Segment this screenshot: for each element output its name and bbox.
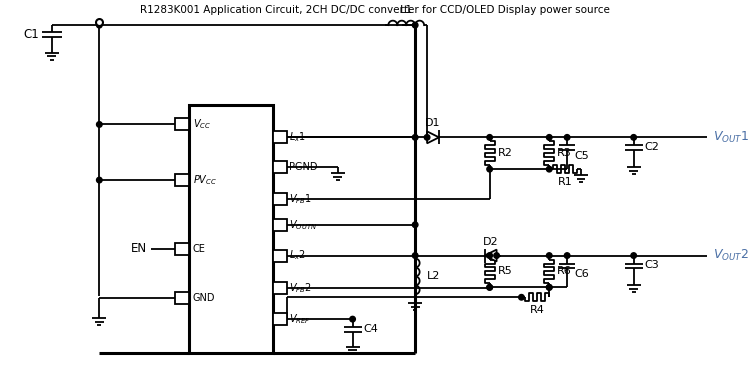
Text: $V_{FB}1$: $V_{FB}1$ <box>289 192 312 206</box>
Circle shape <box>564 134 570 140</box>
Text: C3: C3 <box>645 261 659 270</box>
Text: R5: R5 <box>497 267 513 277</box>
Bar <box>175 292 189 304</box>
Bar <box>273 193 287 205</box>
Bar <box>273 313 287 325</box>
Circle shape <box>412 253 418 258</box>
Text: R1283K001 Application Circuit, 2CH DC/DC converter for CCD/OLED Display power so: R1283K001 Application Circuit, 2CH DC/DC… <box>141 5 610 15</box>
Circle shape <box>412 23 418 28</box>
Text: C5: C5 <box>574 151 589 161</box>
Bar <box>189 105 273 353</box>
Bar <box>175 243 189 254</box>
Text: $PV_{CC}$: $PV_{CC}$ <box>193 173 217 187</box>
Circle shape <box>412 134 418 140</box>
Text: GND: GND <box>193 293 215 303</box>
Circle shape <box>97 177 102 183</box>
Text: L2: L2 <box>427 272 441 282</box>
Bar <box>273 219 287 231</box>
Circle shape <box>547 285 552 290</box>
Bar <box>273 131 287 143</box>
Text: EN: EN <box>131 242 147 255</box>
Circle shape <box>97 122 102 127</box>
Text: $V_{OUTN}$: $V_{OUTN}$ <box>289 218 317 231</box>
Text: R2: R2 <box>497 148 513 158</box>
Text: D2: D2 <box>483 236 498 247</box>
Text: $L_x2$: $L_x2$ <box>289 249 306 262</box>
Text: R3: R3 <box>557 148 572 158</box>
Bar <box>175 118 189 130</box>
Text: R6: R6 <box>557 267 572 277</box>
Circle shape <box>487 285 492 290</box>
Circle shape <box>424 134 430 140</box>
Bar <box>175 174 189 186</box>
Text: $V_{REF}$: $V_{REF}$ <box>289 312 311 326</box>
Polygon shape <box>427 131 439 143</box>
Bar <box>273 249 287 262</box>
Circle shape <box>487 285 492 290</box>
Circle shape <box>350 316 355 322</box>
Circle shape <box>519 295 524 300</box>
Circle shape <box>487 253 492 258</box>
Text: R4: R4 <box>530 305 545 315</box>
Text: $V_{OUT}1$: $V_{OUT}1$ <box>713 130 749 145</box>
Text: C1: C1 <box>23 28 39 40</box>
Circle shape <box>97 23 102 28</box>
Bar <box>273 282 287 294</box>
Circle shape <box>631 253 637 258</box>
Text: $V_{OUT}2$: $V_{OUT}2$ <box>713 248 749 263</box>
Circle shape <box>547 285 552 290</box>
Text: C2: C2 <box>645 142 659 152</box>
Text: $V_{CC}$: $V_{CC}$ <box>193 118 211 131</box>
Bar <box>273 161 287 173</box>
Circle shape <box>547 167 552 172</box>
Text: CE: CE <box>193 244 206 254</box>
Circle shape <box>494 253 500 258</box>
Circle shape <box>487 167 492 172</box>
Circle shape <box>631 134 637 140</box>
Circle shape <box>487 134 492 140</box>
Text: $V_{FB}2$: $V_{FB}2$ <box>289 282 311 295</box>
Circle shape <box>547 134 552 140</box>
Text: L1: L1 <box>400 5 413 15</box>
Circle shape <box>564 253 570 258</box>
Text: C4: C4 <box>364 324 379 334</box>
Text: D1: D1 <box>426 118 441 128</box>
Text: R1: R1 <box>558 177 572 187</box>
Text: PGND: PGND <box>289 162 318 172</box>
Circle shape <box>412 222 418 228</box>
Circle shape <box>547 253 552 258</box>
Text: $L_x1$: $L_x1$ <box>289 131 306 144</box>
Text: C6: C6 <box>574 269 589 280</box>
Polygon shape <box>485 249 497 262</box>
